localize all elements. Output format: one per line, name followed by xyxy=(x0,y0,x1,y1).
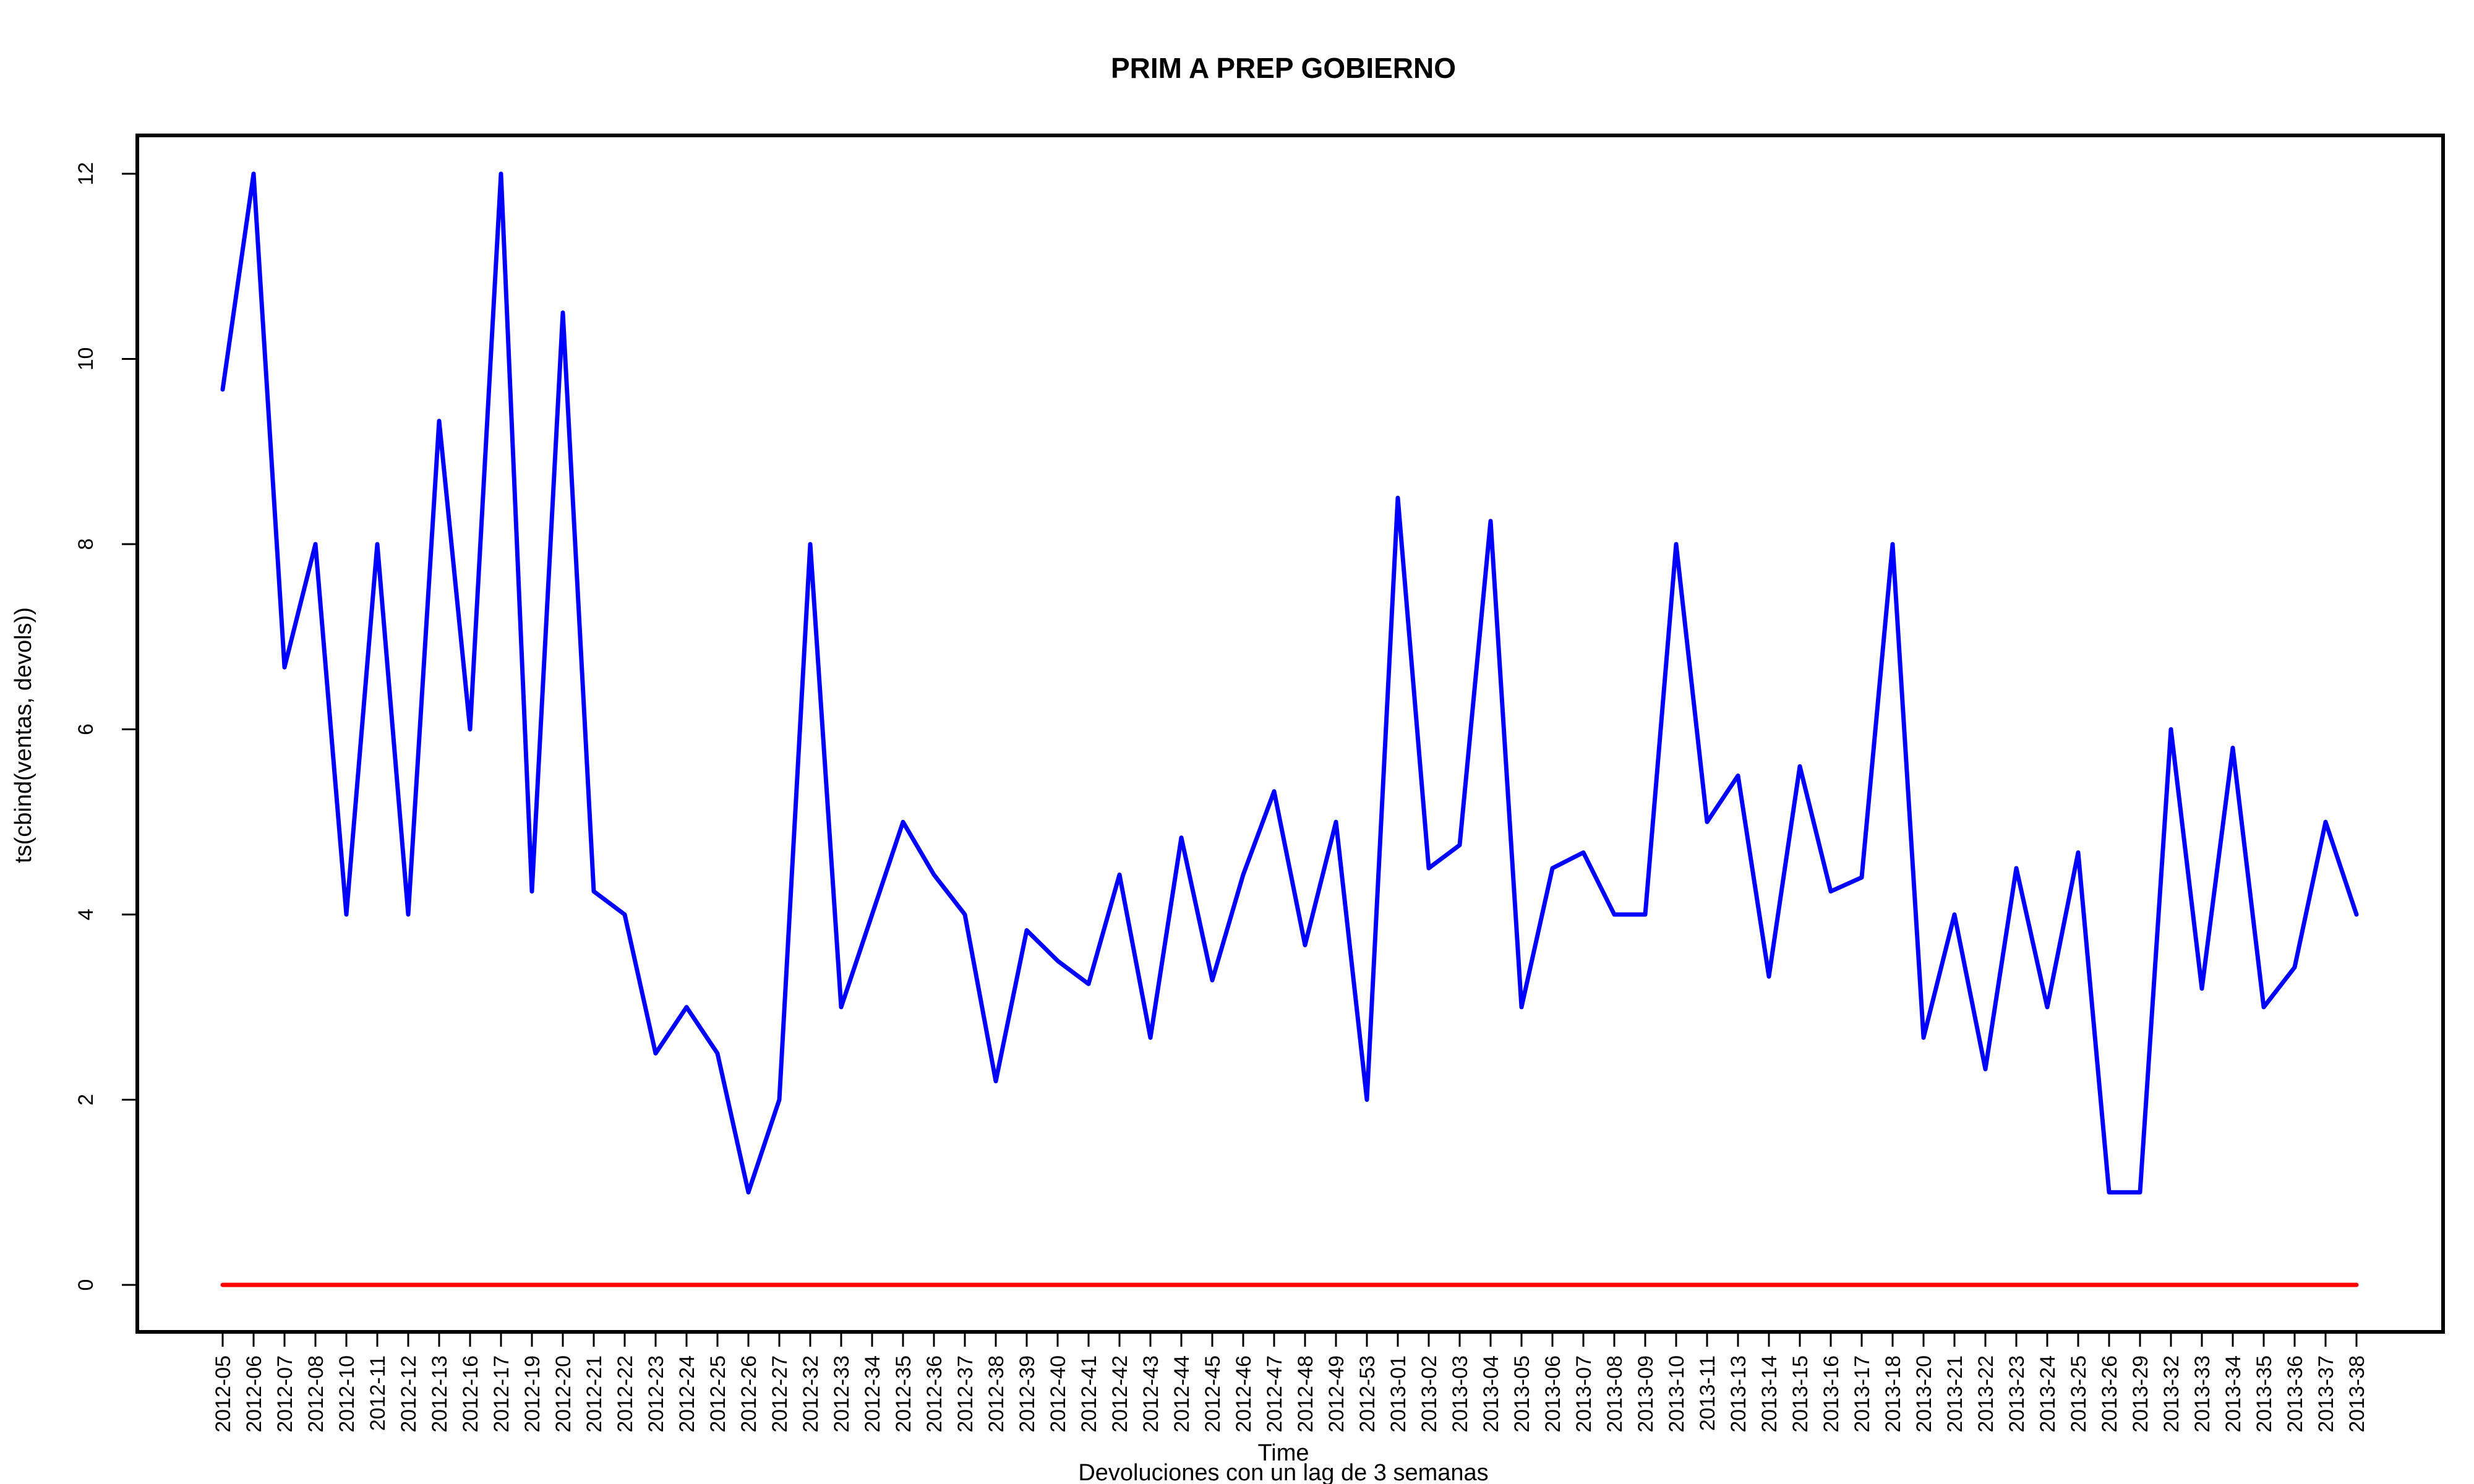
x-tick-label: 2012-38 xyxy=(985,1355,1008,1433)
x-tick-label: 2013-02 xyxy=(1418,1355,1441,1433)
x-tick-label: 2013-35 xyxy=(2253,1355,2276,1433)
x-tick-label: 2012-19 xyxy=(521,1355,544,1433)
x-tick-label: 2013-04 xyxy=(1479,1355,1503,1433)
x-tick-label: 2012-06 xyxy=(242,1355,266,1433)
y-tick-label: 2 xyxy=(74,1094,98,1106)
chart-caption: Devoluciones con un lag de 3 semanas xyxy=(1078,1460,1488,1484)
x-tick-label: 2013-15 xyxy=(1789,1355,1812,1433)
x-axis: 2012-05 2012-06 2012-07 2012-08 2012-10 2012-… xyxy=(212,1331,2369,1433)
x-tick-label: 2012-41 xyxy=(1077,1355,1101,1433)
x-tick-label: 2013-38 xyxy=(2345,1355,2369,1433)
x-tick-label: 2012-17 xyxy=(490,1355,513,1433)
x-tick-label: 2013-05 xyxy=(1510,1355,1534,1433)
chart-title: PRIM A PREP GOBIERNO xyxy=(1111,52,1456,84)
y-tick-label: 6 xyxy=(74,723,98,735)
x-tick-label: 2012-36 xyxy=(923,1355,946,1433)
x-tick-label: 2012-13 xyxy=(428,1355,452,1433)
x-tick-label: 2013-36 xyxy=(2284,1355,2307,1433)
x-tick-label: 2012-47 xyxy=(1263,1355,1286,1433)
x-tick-label: 2012-53 xyxy=(1356,1355,1379,1433)
x-tick-label: 2012-07 xyxy=(273,1355,297,1433)
x-tick-label: 2013-13 xyxy=(1727,1355,1750,1433)
x-tick-label: 2013-17 xyxy=(1851,1355,1874,1433)
x-tick-label: 2012-20 xyxy=(552,1355,575,1433)
x-tick-label: 2012-33 xyxy=(830,1355,854,1433)
x-tick-label: 2012-27 xyxy=(768,1355,792,1433)
x-tick-label: 2013-26 xyxy=(2098,1355,2121,1433)
x-tick-label: 2012-45 xyxy=(1201,1355,1225,1433)
x-tick-label: 2012-21 xyxy=(583,1355,606,1433)
x-tick-label: 2013-10 xyxy=(1665,1355,1689,1433)
x-tick-label: 2012-35 xyxy=(892,1355,915,1433)
y-tick-label: 4 xyxy=(74,909,98,921)
x-tick-label: 2012-44 xyxy=(1170,1355,1194,1433)
x-tick-label: 2013-23 xyxy=(2005,1355,2029,1433)
x-tick-label: 2013-08 xyxy=(1603,1355,1627,1433)
x-tick-label: 2013-33 xyxy=(2191,1355,2214,1433)
x-tick-label: 2013-09 xyxy=(1634,1355,1658,1433)
x-tick-label: 2012-23 xyxy=(644,1355,668,1433)
x-tick-label: 2013-25 xyxy=(2067,1355,2091,1433)
plot-frame xyxy=(135,134,2445,1334)
x-tick-label: 2013-32 xyxy=(2160,1355,2183,1433)
x-tick-label: 2012-48 xyxy=(1294,1355,1317,1433)
y-tick-label: 0 xyxy=(74,1279,98,1291)
x-tick-label: 2013-01 xyxy=(1387,1355,1410,1433)
x-tick-label: 2013-22 xyxy=(1974,1355,1998,1433)
x-tick-label: 2013-20 xyxy=(1912,1355,1936,1433)
series-layer xyxy=(220,171,2359,1287)
y-tick-label: 8 xyxy=(74,539,98,550)
x-tick-label: 2012-08 xyxy=(304,1355,328,1433)
x-tick-label: 2012-43 xyxy=(1139,1355,1163,1433)
x-tick-label: 2012-39 xyxy=(1016,1355,1039,1433)
x-tick-label: 2012-49 xyxy=(1325,1355,1348,1433)
x-tick-label: 2012-16 xyxy=(459,1355,482,1433)
x-tick-label: 2012-32 xyxy=(799,1355,823,1433)
x-tick-label: 2012-34 xyxy=(861,1355,884,1433)
x-tick-label: 2012-11 xyxy=(366,1355,390,1431)
y-tick-label: 12 xyxy=(74,162,98,186)
x-tick-label: 2013-29 xyxy=(2129,1355,2152,1433)
x-tick-label: 2013-06 xyxy=(1541,1355,1565,1433)
y-axis-label: ts(cbind(ventas, devols)) xyxy=(11,607,36,863)
x-tick-label: 2012-37 xyxy=(954,1355,977,1433)
x-tick-label: 2013-16 xyxy=(1820,1355,1843,1433)
y-axis: 0 2 4 6 8 10 12 xyxy=(74,162,139,1291)
x-tick-label: 2012-25 xyxy=(706,1355,730,1433)
x-tick-label: 2013-34 xyxy=(2222,1355,2245,1433)
x-tick-label: 2012-26 xyxy=(737,1355,761,1433)
x-tick-label: 2012-05 xyxy=(212,1355,235,1433)
x-tick-label: 2013-21 xyxy=(1943,1355,1967,1433)
x-tick-label: 2013-07 xyxy=(1572,1355,1596,1433)
x-axis-label: Time xyxy=(1257,1440,1309,1466)
x-tick-label: 2012-42 xyxy=(1108,1355,1132,1433)
x-tick-label: 2013-24 xyxy=(2036,1355,2060,1433)
y-tick-label: 10 xyxy=(74,348,98,371)
x-tick-label: 2012-22 xyxy=(614,1355,637,1433)
x-tick-label: 2013-11 xyxy=(1696,1355,1719,1431)
x-tick-label: 2012-24 xyxy=(675,1355,699,1433)
x-tick-label: 2012-12 xyxy=(397,1355,421,1433)
x-tick-label: 2012-10 xyxy=(335,1355,359,1433)
x-tick-label: 2013-18 xyxy=(1881,1355,1905,1433)
x-tick-label: 2012-46 xyxy=(1232,1355,1256,1433)
x-tick-label: 2012-40 xyxy=(1047,1355,1070,1433)
x-tick-label: 2013-37 xyxy=(2314,1355,2338,1433)
series-line-1 xyxy=(220,171,2359,1195)
x-tick-label: 2013-03 xyxy=(1449,1355,1472,1433)
x-tick-label: 2013-14 xyxy=(1758,1355,1781,1433)
